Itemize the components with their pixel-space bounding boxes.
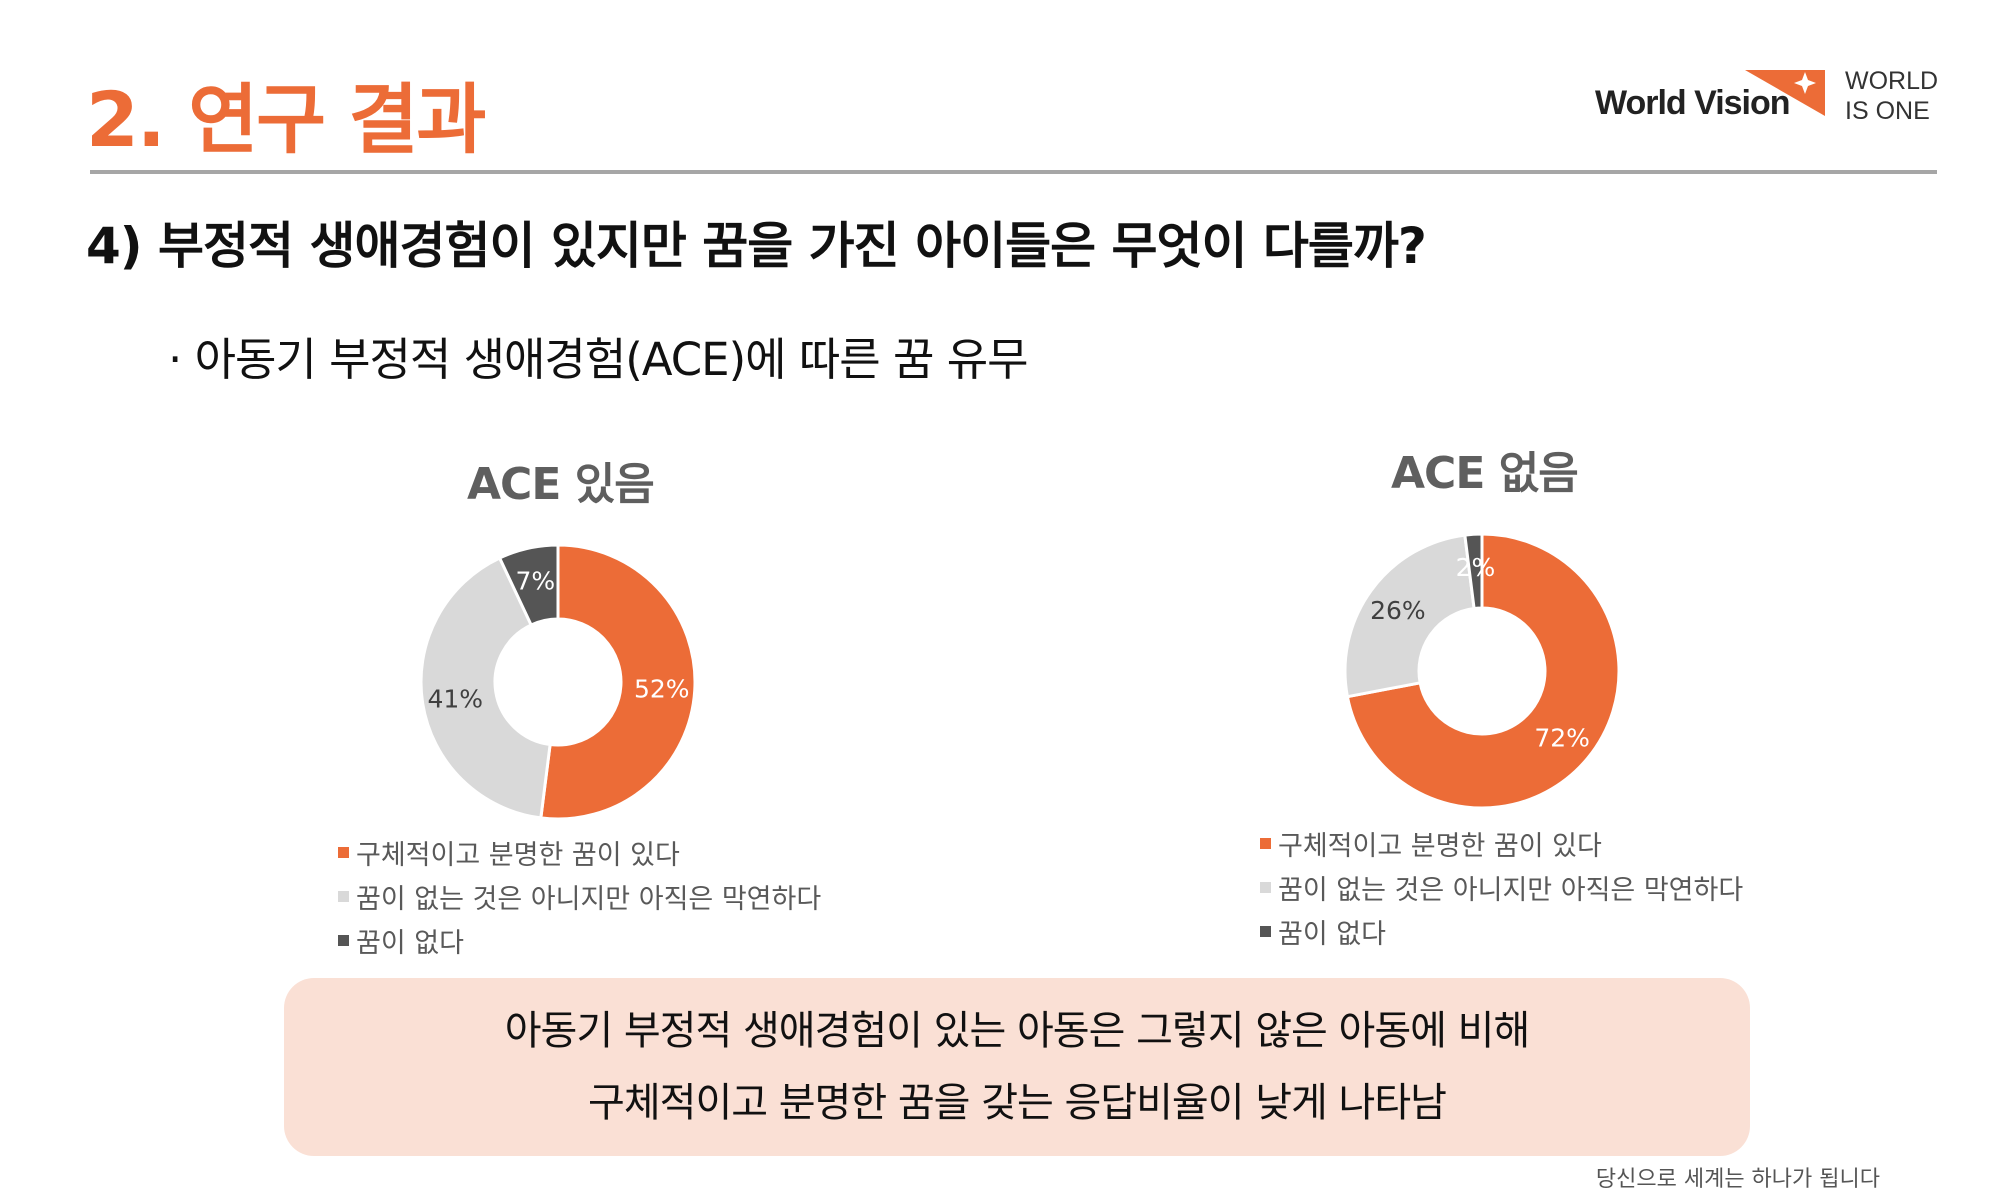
summary-box: 아동기 부정적 생애경험이 있는 아동은 그렇지 않은 아동에 비해 구체적이고… <box>284 978 1750 1156</box>
summary-line-2: 구체적이고 분명한 꿈을 갖는 응답비율이 낮게 나타남 <box>588 1080 1447 1126</box>
data-label-3: 7% <box>515 567 555 596</box>
flag-logo-icon <box>1745 70 1825 116</box>
legend-swatch <box>1260 925 1271 937</box>
world-vision-logo: World Vision WORLD IS ONE <box>1595 66 1955 136</box>
question-heading: 4) 부정적 생애경험이 있지만 꿈을 가진 아이들은 무엇이 다를까? <box>86 217 1427 275</box>
section-title: 2. 연구 결과 <box>86 75 486 164</box>
legend-item: 꿈이 없다 <box>1260 909 1743 953</box>
donut-slice-3 <box>497 543 560 627</box>
brand-tagline: WORLD IS ONE <box>1845 67 1939 125</box>
legend-label: 구체적이고 분명한 꿈이 있다 <box>1278 830 1602 862</box>
legend-label: 꿈이 없는 것은 아니지만 아직은 막연하다 <box>356 883 822 915</box>
legend-swatch <box>338 934 349 946</box>
legend-swatch <box>1260 837 1271 849</box>
data-label-3: 2% <box>1456 553 1496 582</box>
legend-label: 꿈이 없다 <box>356 927 464 959</box>
summary-line-1: 아동기 부정적 생애경험이 있는 아동은 그렇지 않은 아동에 비해 <box>504 1008 1531 1054</box>
legend-item: 구체적이고 분명한 꿈이 있다 <box>338 830 821 874</box>
chart-title-ace-no: ACE 없음 <box>1391 448 1579 499</box>
donut-slice-3 <box>1463 532 1484 611</box>
donut-slice-1 <box>539 543 697 821</box>
data-label-2: 41% <box>427 684 483 713</box>
legend-swatch <box>338 846 349 858</box>
donut-chart-ace-yes: 52% 41% 7% <box>419 543 697 821</box>
legend-item: 꿈이 없다 <box>338 918 821 962</box>
subtitle-bullet: · 아동기 부정적 생애경험(ACE)에 따른 꿈 유무 <box>168 333 1028 386</box>
header-divider <box>90 170 1937 174</box>
data-label-2: 26% <box>1370 596 1426 625</box>
legend-item: 꿈이 없는 것은 아니지만 아직은 막연하다 <box>1260 865 1743 909</box>
donut-slice-2 <box>419 556 552 820</box>
legend-label: 꿈이 없는 것은 아니지만 아직은 막연하다 <box>1278 874 1744 906</box>
legend-label: 구체적이고 분명한 꿈이 있다 <box>356 839 680 871</box>
brand-name: World Vision <box>1595 84 1791 122</box>
donut-chart-ace-no: 72% 26% 2% <box>1343 532 1621 810</box>
donut-slice-2 <box>1343 533 1476 699</box>
legend-item: 구체적이고 분명한 꿈이 있다 <box>1260 821 1743 865</box>
legend-label: 꿈이 없다 <box>1278 918 1386 950</box>
legend-item: 꿈이 없는 것은 아니지만 아직은 막연하다 <box>338 874 821 918</box>
chart-title-ace-yes: ACE 있음 <box>467 459 655 510</box>
donut-slice-1 <box>1345 532 1621 810</box>
data-label-1: 72% <box>1534 723 1590 752</box>
footer-slogan: 당신으로 세계는 하나가 됩니다 <box>1595 1167 1880 1192</box>
legend-swatch <box>338 890 349 902</box>
data-label-1: 52% <box>634 675 690 704</box>
legend-swatch <box>1260 881 1271 893</box>
